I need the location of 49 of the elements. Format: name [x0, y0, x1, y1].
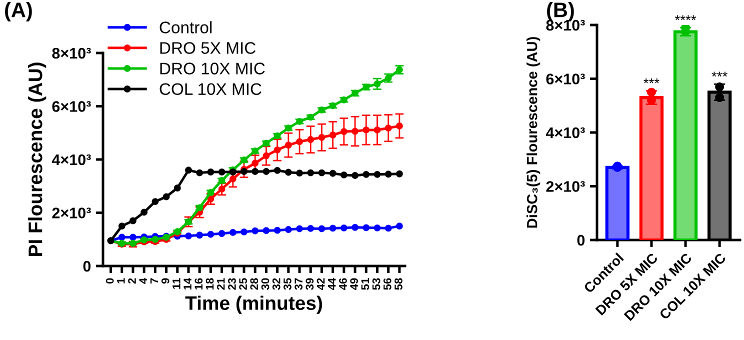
- y-tick-label: 6×10³: [546, 74, 585, 84]
- x-tick-label: 7: [150, 278, 158, 284]
- x-tick-label: 44: [328, 278, 336, 290]
- x-tick-label: 35: [284, 278, 292, 290]
- x-tick-label: 16: [194, 278, 203, 290]
- y-tick-label: 2×10³: [52, 208, 91, 218]
- x-tick-label: 1: [117, 278, 125, 284]
- x-tick-label: 42: [316, 278, 325, 290]
- x-tick-label: 46: [339, 278, 347, 290]
- y-tick-label: 4×10³: [546, 127, 585, 138]
- x-tick-label: 37: [294, 278, 303, 290]
- y-tick-label: 6×10³: [52, 101, 91, 112]
- x-tick-label: 18: [206, 278, 214, 290]
- y-tick-label: 0: [83, 260, 91, 272]
- x-tick-label: 11: [172, 278, 180, 289]
- x-tick-label: 58: [394, 278, 402, 290]
- legend-label: DRO 10X MIC: [160, 62, 265, 74]
- y-tick-label: 2×10³: [546, 181, 585, 192]
- x-tick-label: 23: [228, 278, 236, 290]
- x-tick-label: 32: [272, 278, 280, 290]
- y-axis-title: DiSC₃(5) Flourescence (AU): [526, 37, 540, 228]
- x-tick-label: 4: [139, 278, 147, 284]
- chart-title: (A): [5, 2, 32, 22]
- y-tick-label: 8×10³: [546, 20, 585, 31]
- legend-label: Control: [160, 21, 212, 34]
- x-tick-label: 2: [128, 278, 136, 284]
- y-tick-label: 0: [577, 234, 585, 246]
- y-axis-title: PI Flourescence (AU): [28, 62, 46, 256]
- x-tick-label: 9: [161, 278, 170, 284]
- x-tick-label: 0: [106, 278, 114, 284]
- legend-label: DRO 5X MIC: [160, 42, 256, 54]
- x-tick-label: 30: [261, 278, 270, 290]
- x-tick-label: 51: [361, 278, 370, 290]
- annotation: ****: [674, 15, 696, 20]
- y-tick-label: 8×10³: [52, 48, 91, 59]
- legend-label: COL 10X MIC: [160, 83, 262, 95]
- x-tick-label: 28: [250, 278, 258, 290]
- x-tick-label: 39: [306, 278, 314, 290]
- x-tick-label: 14: [184, 278, 192, 290]
- x-tick-label: 56: [383, 278, 392, 290]
- annotation: ***: [712, 72, 728, 77]
- x-tick-label: 25: [239, 278, 247, 290]
- x-tick-label: 53: [372, 278, 380, 290]
- chart-title: (B): [547, 2, 574, 22]
- x-tick-label: 49: [350, 278, 358, 290]
- y-tick-label: 4×10³: [52, 154, 91, 166]
- x-axis-title: Time (minutes): [185, 296, 322, 314]
- annotation: ***: [644, 78, 660, 84]
- x-tick-label: 21: [216, 278, 225, 290]
